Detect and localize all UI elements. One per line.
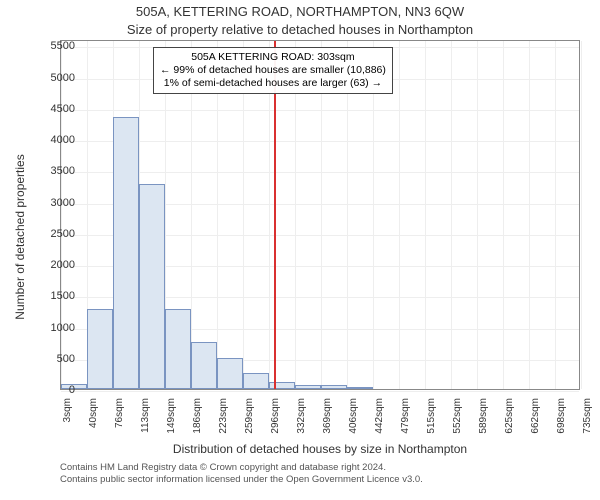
gridline-v: [555, 41, 556, 389]
histogram-bar: [269, 382, 295, 390]
x-tick-label: 698sqm: [556, 396, 567, 442]
histogram-bar: [347, 387, 373, 390]
gridline-v: [399, 41, 400, 389]
x-tick-label: 515sqm: [426, 396, 437, 442]
y-tick-label: 0: [35, 384, 75, 396]
gridline-v: [529, 41, 530, 389]
y-tick-label: 4000: [35, 134, 75, 146]
chart-title-main: 505A, KETTERING ROAD, NORTHAMPTON, NN3 6…: [0, 4, 600, 19]
gridline-v: [477, 41, 478, 389]
histogram-bar: [321, 385, 347, 389]
x-tick-label: 40sqm: [88, 396, 99, 442]
gridline-h: [61, 391, 579, 392]
chart-container: 505A, KETTERING ROAD, NORTHAMPTON, NN3 6…: [0, 0, 600, 500]
x-tick-label: 735sqm: [582, 396, 593, 442]
footer-attribution: Contains HM Land Registry data © Crown c…: [60, 462, 423, 487]
y-tick-label: 3500: [35, 165, 75, 177]
y-tick-label: 4500: [35, 103, 75, 115]
x-tick-label: 3sqm: [62, 396, 73, 442]
y-tick-label: 1000: [35, 322, 75, 334]
y-tick-label: 5000: [35, 72, 75, 84]
y-tick-label: 500: [35, 353, 75, 365]
y-tick-label: 2000: [35, 259, 75, 271]
histogram-bar: [87, 309, 113, 389]
annot-line-1: 505A KETTERING ROAD: 303sqm: [160, 51, 386, 64]
annot-line-2: ← 99% of detached houses are smaller (10…: [160, 64, 386, 77]
annot-line-3: 1% of semi-detached houses are larger (6…: [160, 77, 386, 90]
annotation-box: 505A KETTERING ROAD: 303sqm ← 99% of det…: [153, 47, 393, 94]
x-tick-label: 625sqm: [504, 396, 515, 442]
histogram-bar: [217, 358, 243, 389]
x-tick-label: 259sqm: [244, 396, 255, 442]
x-tick-label: 552sqm: [452, 396, 463, 442]
plot-area: 505A KETTERING ROAD: 303sqm ← 99% of det…: [60, 40, 580, 390]
x-tick-label: 149sqm: [166, 396, 177, 442]
histogram-bar: [165, 309, 191, 389]
footer-line-1: Contains HM Land Registry data © Crown c…: [60, 462, 423, 474]
histogram-bar: [243, 373, 269, 389]
histogram-bar: [295, 385, 321, 389]
y-tick-label: 3000: [35, 197, 75, 209]
gridline-v: [61, 41, 62, 389]
x-tick-label: 369sqm: [322, 396, 333, 442]
x-tick-label: 442sqm: [374, 396, 385, 442]
gridline-v: [581, 41, 582, 389]
histogram-bar: [191, 342, 217, 389]
x-tick-label: 479sqm: [400, 396, 411, 442]
y-axis-label: Number of detached properties: [13, 87, 27, 387]
x-tick-label: 296sqm: [270, 396, 281, 442]
histogram-bar: [139, 184, 165, 389]
x-tick-label: 186sqm: [192, 396, 203, 442]
x-tick-label: 76sqm: [114, 396, 125, 442]
x-tick-label: 662sqm: [530, 396, 541, 442]
y-tick-label: 5500: [35, 40, 75, 52]
gridline-v: [451, 41, 452, 389]
x-tick-label: 332sqm: [296, 396, 307, 442]
chart-title-sub: Size of property relative to detached ho…: [0, 22, 600, 37]
x-tick-label: 113sqm: [140, 396, 151, 442]
gridline-v: [425, 41, 426, 389]
footer-line-2: Contains public sector information licen…: [60, 474, 423, 486]
x-tick-label: 406sqm: [348, 396, 359, 442]
x-tick-label: 589sqm: [478, 396, 489, 442]
x-axis-label: Distribution of detached houses by size …: [60, 442, 580, 456]
y-tick-label: 2500: [35, 228, 75, 240]
y-tick-label: 1500: [35, 290, 75, 302]
x-tick-label: 223sqm: [218, 396, 229, 442]
histogram-bar: [113, 117, 139, 389]
gridline-v: [503, 41, 504, 389]
